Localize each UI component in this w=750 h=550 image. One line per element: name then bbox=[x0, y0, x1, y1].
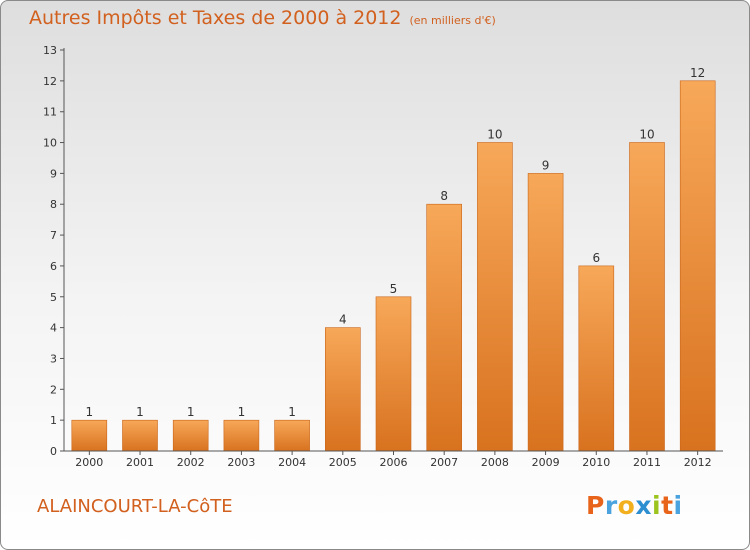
bar bbox=[122, 419, 158, 452]
chart-title-text: Autres Impôts et Taxes de 2000 à 2012 bbox=[29, 7, 402, 29]
data-label: 1 bbox=[238, 405, 246, 419]
y-tick-label: 8 bbox=[50, 198, 57, 211]
commune-name: ALAINCOURT-LA-CôTE bbox=[37, 496, 233, 517]
y-tick-label: 6 bbox=[50, 260, 57, 273]
x-tick-label: 2011 bbox=[633, 456, 661, 469]
x-tick-label: 2004 bbox=[278, 456, 306, 469]
x-tick-label: 2001 bbox=[126, 456, 154, 469]
x-tick-label: 2008 bbox=[481, 456, 509, 469]
data-label: 8 bbox=[440, 189, 448, 203]
data-label: 1 bbox=[288, 405, 296, 419]
bar bbox=[375, 296, 412, 452]
x-tick-label: 2007 bbox=[430, 456, 458, 469]
bar bbox=[71, 419, 108, 452]
logo-letter: x bbox=[635, 491, 652, 520]
y-tick-label: 5 bbox=[50, 291, 57, 304]
x-tick-label: 2012 bbox=[684, 456, 712, 469]
bar bbox=[274, 419, 310, 452]
data-label: 1 bbox=[187, 405, 195, 419]
y-tick-label: 1 bbox=[50, 414, 57, 427]
data-label: 10 bbox=[639, 128, 654, 142]
y-tick-label: 13 bbox=[43, 44, 57, 57]
data-label: 10 bbox=[487, 128, 502, 142]
y-tick-label: 7 bbox=[50, 229, 57, 242]
x-tick-label: 2010 bbox=[582, 456, 610, 469]
data-label: 1 bbox=[85, 405, 93, 419]
bar bbox=[477, 142, 513, 452]
chart-subtitle: (en milliers d'€) bbox=[409, 14, 496, 27]
proxiti-logo[interactable]: Proxiti bbox=[586, 491, 683, 520]
x-tick-label: 2006 bbox=[380, 456, 408, 469]
x-tick-label: 2002 bbox=[177, 456, 205, 469]
y-tick-label: 11 bbox=[43, 106, 57, 119]
y-tick-label: 0 bbox=[50, 445, 57, 458]
bar bbox=[426, 203, 463, 452]
data-label: 5 bbox=[390, 282, 398, 296]
x-tick-label: 2003 bbox=[227, 456, 255, 469]
bar bbox=[324, 327, 361, 452]
y-tick-label: 10 bbox=[43, 137, 57, 150]
bar bbox=[172, 419, 209, 452]
logo-letter: i bbox=[673, 491, 683, 520]
data-label: 9 bbox=[542, 158, 550, 172]
x-tick-label: 2005 bbox=[329, 456, 357, 469]
logo-letter: o bbox=[617, 491, 636, 520]
chart-title: Autres Impôts et Taxes de 2000 à 2012 (en… bbox=[29, 7, 496, 29]
data-label: 12 bbox=[690, 66, 705, 80]
data-label: 6 bbox=[592, 251, 600, 265]
data-label: 1 bbox=[136, 405, 144, 419]
y-tick-label: 12 bbox=[43, 75, 57, 88]
bar bbox=[578, 265, 615, 452]
y-tick-label: 9 bbox=[50, 167, 57, 180]
y-tick-label: 4 bbox=[50, 322, 57, 335]
y-tick-label: 2 bbox=[50, 383, 57, 396]
logo-letter: i bbox=[652, 491, 662, 520]
x-axis: 2000 2001 2002 2003 2004 2005 2006 2007 2008 2009… bbox=[64, 450, 723, 469]
bar bbox=[679, 80, 716, 452]
logo-letter: t bbox=[661, 491, 674, 520]
x-tick-label: 2009 bbox=[532, 456, 560, 469]
x-tick-label: 2000 bbox=[75, 456, 103, 469]
bars: 1 1 1 1 1 4 5 8 10 9 6 10 12 bbox=[71, 66, 716, 452]
y-tick-label: 3 bbox=[50, 352, 57, 365]
data-label: 4 bbox=[339, 313, 347, 327]
bar bbox=[629, 142, 665, 452]
bar bbox=[527, 173, 564, 452]
logo-letter: P bbox=[586, 491, 605, 520]
logo-letter: r bbox=[604, 491, 618, 520]
bar bbox=[223, 419, 260, 452]
